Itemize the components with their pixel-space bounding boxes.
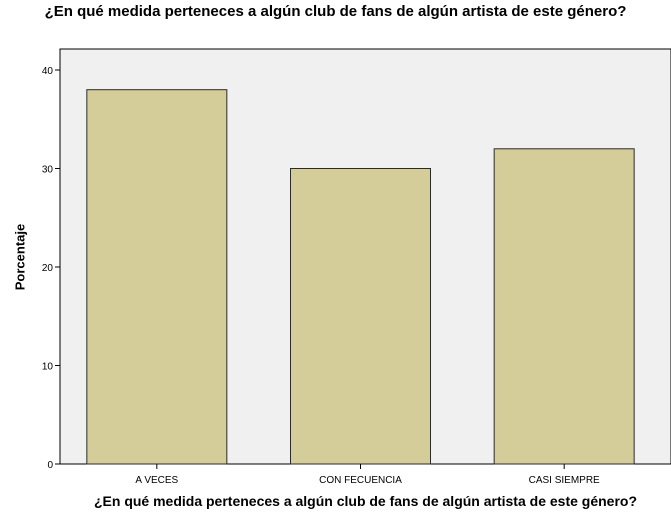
y-tick-label: 40 [42, 66, 54, 77]
y-tick-label: 20 [42, 263, 54, 274]
bar-a-veces [86, 89, 228, 465]
y-tick-label: 0 [47, 460, 53, 471]
y-tick-label: 30 [42, 165, 54, 176]
x-tick-label: A VECES [135, 475, 178, 486]
y-tick-label: 10 [42, 362, 54, 373]
x-tick-label: CASI SIEMPRE [529, 475, 600, 486]
bar-casi-siempre [493, 148, 635, 465]
chart-title: ¿En qué medida perteneces a algún club d… [44, 3, 627, 20]
bar-con-fecuencia [290, 168, 431, 465]
x-axis-label: ¿En qué medida perteneces a algún club d… [93, 493, 638, 509]
x-tick-label: CON FECUENCIA [319, 475, 402, 486]
